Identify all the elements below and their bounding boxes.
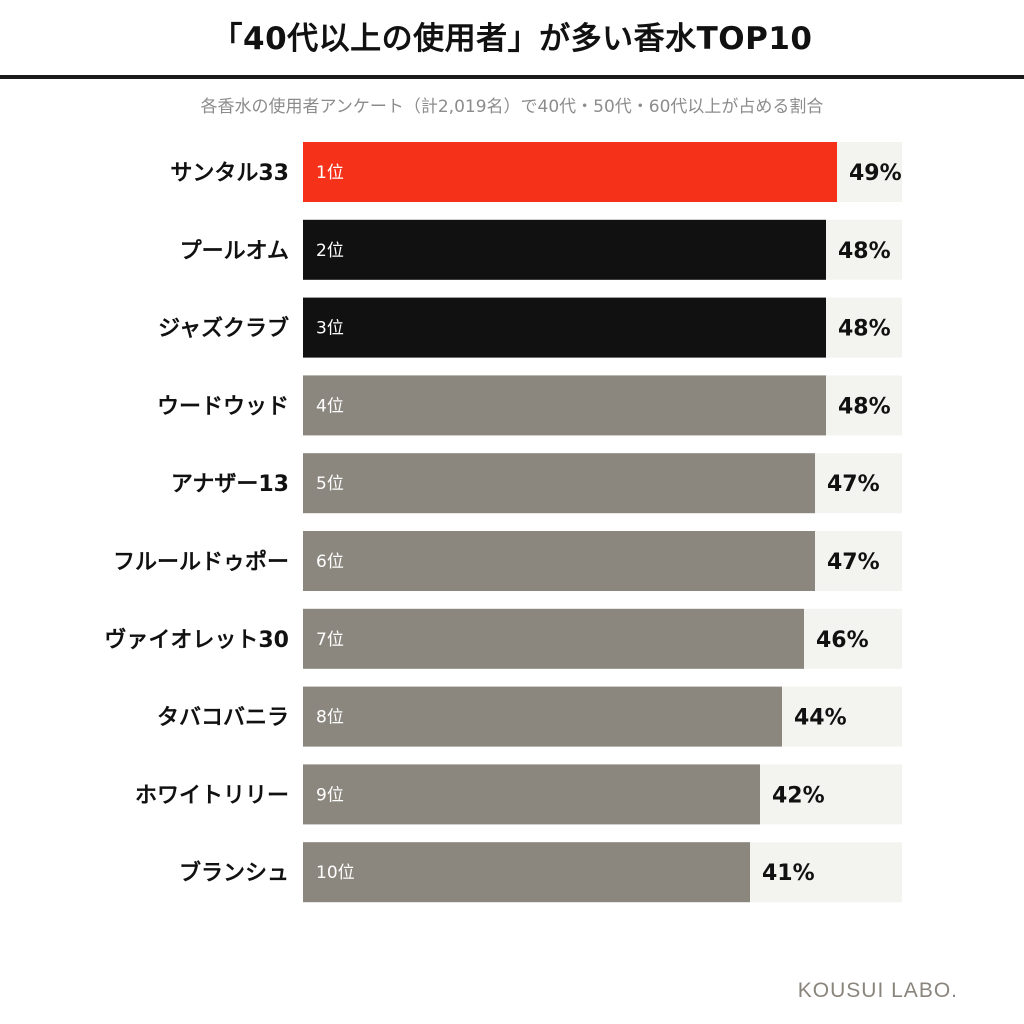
rank-label: 2位: [316, 241, 344, 261]
bar: [303, 375, 826, 436]
category-label: ジャズクラブ: [158, 316, 289, 342]
value-label: 48%: [838, 317, 891, 342]
category-label: プールオム: [180, 239, 289, 264]
value-label: 44%: [794, 706, 847, 731]
rank-label: 5位: [316, 474, 344, 494]
bar: [303, 453, 815, 514]
value-label: 41%: [762, 861, 815, 886]
rank-label: 1位: [316, 163, 344, 183]
rank-label: 10位: [316, 863, 355, 883]
bar: [303, 608, 804, 669]
value-label: 48%: [838, 394, 891, 419]
bar: [303, 531, 815, 591]
bar: [303, 219, 826, 280]
page-title: 「40代以上の使用者」が多い香水TOP10: [211, 21, 813, 57]
rank-label: 3位: [316, 319, 344, 339]
category-label: ヴァイオレット30: [104, 627, 289, 653]
rank-label: 6位: [316, 552, 344, 572]
value-label: 47%: [827, 550, 880, 575]
value-label: 48%: [838, 239, 891, 264]
category-label: アナザー13: [171, 472, 289, 497]
bar: [303, 142, 837, 202]
bar: [303, 686, 782, 747]
rank-label: 8位: [316, 708, 344, 728]
category-label: ブランシュ: [179, 860, 289, 886]
rank-label: 4位: [316, 396, 344, 416]
category-label: ウードウッド: [157, 394, 289, 419]
value-label: 47%: [827, 472, 880, 497]
rank-label: 7位: [316, 630, 344, 650]
value-label: 49%: [849, 161, 902, 186]
category-label: フルールドゥポー: [113, 549, 289, 575]
bar: [303, 842, 750, 903]
value-label: 46%: [816, 628, 869, 653]
chart-subtitle: 各香水の使用者アンケート（計2,019名）で40代・50代・60代以上が占める割…: [200, 97, 824, 117]
bar: [303, 764, 760, 825]
bar: [303, 297, 826, 358]
title-divider: [0, 75, 1024, 79]
value-label: 42%: [772, 783, 825, 808]
brand-logo: KOUSUI LABO.: [797, 979, 958, 1002]
rank-label: 9位: [316, 785, 344, 805]
category-label: ホワイトリリー: [135, 783, 289, 808]
category-label: タバコバニラ: [157, 706, 289, 731]
category-label: サンタル33: [170, 161, 289, 186]
